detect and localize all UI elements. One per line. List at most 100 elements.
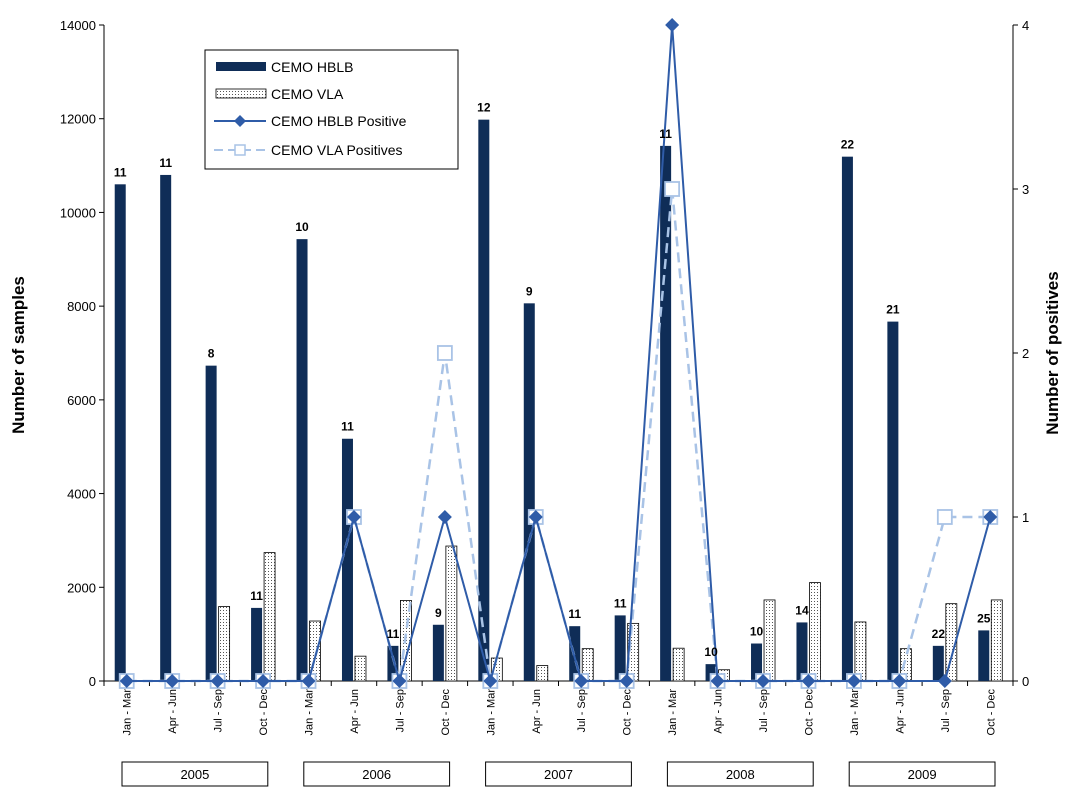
legend-marker-hblb-positive: [234, 115, 246, 127]
y2-tick-label: 0: [1022, 674, 1029, 689]
lines: [118, 18, 999, 689]
y-tick-label: 8000: [67, 299, 96, 314]
y-tick-label: 14000: [60, 18, 96, 33]
marker-hblb-positive: [574, 674, 589, 688]
legend-swatch-vla: [215, 88, 267, 99]
legend-swatch-hblb: [216, 62, 266, 71]
data-label-hblb: 25: [977, 611, 991, 625]
bar-hblb: [341, 438, 353, 681]
bar-vla: [263, 552, 276, 682]
data-label-hblb: 14: [795, 603, 809, 617]
bar-hblb: [887, 321, 899, 681]
bar-hblb: [160, 174, 172, 681]
data-label-hblb: 11: [614, 596, 627, 610]
y-axis-title: Number of samples: [9, 276, 28, 434]
marker-hblb-positive: [619, 674, 634, 688]
legend-label-hblb-positive: CEMO HBLB Positive: [271, 113, 407, 129]
y-tick-label: 4000: [67, 487, 96, 502]
y2-tick-label: 1: [1022, 510, 1029, 525]
y-tick-label: 6000: [67, 393, 96, 408]
bar-vla: [672, 647, 685, 682]
y2-tick-label: 4: [1022, 18, 1029, 33]
bars: [114, 119, 1003, 682]
marker-vla-positives: [664, 181, 681, 197]
x-tick-label: Jan - Mar: [304, 689, 316, 736]
x-tick-label: Jul - Sep: [576, 689, 588, 732]
line-hblb-positive: [126, 24, 992, 685]
marker-hblb-positive: [892, 674, 907, 688]
data-label-hblb: 9: [526, 284, 533, 298]
bar-vla: [218, 606, 231, 682]
x-tick-label: Jan - Mar: [485, 689, 497, 736]
x-tick-label: Jan - Mar: [849, 689, 861, 736]
x-tick-label: Oct - Dec: [440, 689, 452, 736]
legend-label-hblb: CEMO HBLB: [271, 59, 353, 75]
bar-hblb: [932, 645, 944, 681]
x-tick-label: Jul - Sep: [213, 689, 225, 732]
legend-label-vla: CEMO VLA: [271, 86, 344, 102]
data-label-hblb: 11: [659, 127, 672, 141]
bar-vla: [809, 582, 821, 682]
data-label-hblb: 9: [435, 606, 442, 620]
data-label-hblb: 10: [750, 625, 764, 639]
x-tick-label: Jan - Mar: [122, 689, 134, 736]
year-group-box: [485, 761, 632, 787]
marker-hblb-positive: [119, 674, 134, 688]
marker-hblb-positive: [437, 510, 452, 524]
marker-hblb-positive: [528, 510, 543, 524]
marker-hblb-positive: [983, 510, 998, 524]
y-tick-label: 10000: [60, 205, 96, 220]
year-group-box: [848, 761, 996, 787]
data-label-hblb: 22: [932, 627, 946, 641]
bar-hblb: [614, 615, 626, 681]
y2-tick-label: 3: [1022, 182, 1029, 197]
bar-hblb: [751, 643, 763, 681]
bar-vla: [990, 599, 1003, 682]
year-group-label: 2005: [180, 767, 209, 782]
bar-vla: [763, 599, 776, 682]
y-tick-label: 2000: [67, 580, 96, 595]
bar-hblb: [296, 239, 308, 681]
x-tick-label: Oct - Dec: [622, 689, 634, 736]
bar-hblb: [705, 664, 717, 681]
marker-hblb-positive: [346, 510, 361, 524]
x-tick-label: Oct - Dec: [258, 689, 270, 736]
x-tick-label: Apr - Jun: [167, 689, 179, 734]
data-label-hblb: 8: [208, 347, 215, 361]
x-tick-label: Apr - Jun: [349, 689, 361, 734]
marker-hblb-positive: [846, 674, 861, 688]
x-tick-label: Apr - Jun: [894, 689, 906, 734]
marker-hblb-positive: [665, 18, 680, 32]
marker-hblb-positive: [165, 674, 180, 688]
bar-vla: [445, 545, 458, 682]
data-label-hblb: 10: [704, 645, 718, 659]
marker-vla-positives: [436, 345, 453, 361]
marker-vla-positives: [936, 509, 953, 525]
data-label-hblb: 12: [477, 101, 491, 115]
x-tick-label: Apr - Jun: [713, 689, 725, 734]
data-label-hblb: 11: [341, 420, 354, 434]
bar-vla: [854, 621, 867, 682]
legend: CEMO HBLB CEMO VLA CEMO HBLB Positive CE…: [204, 49, 459, 170]
marker-hblb-positive: [710, 674, 725, 688]
bar-hblb: [387, 645, 399, 681]
data-label-hblb: 11: [568, 607, 581, 621]
marker-hblb-positive: [256, 674, 271, 688]
marker-hblb-positive: [801, 674, 816, 688]
year-group-label: 2007: [544, 767, 573, 782]
marker-hblb-positive: [937, 674, 952, 688]
y2-tick-label: 2: [1022, 346, 1029, 361]
bar-vla: [536, 665, 549, 682]
bar-hblb: [114, 184, 126, 682]
axes: 0200040006000800010000120001400001234Jan…: [60, 18, 1029, 787]
bar-hblb: [432, 624, 444, 681]
year-group-label: 2008: [726, 767, 755, 782]
data-labels: 11 11 8 11 10 11 11 9 12 9 11 11 11 10 10 14 22 21 22 25: [114, 101, 991, 659]
x-tick-label: Apr - Jun: [531, 689, 543, 734]
data-label-hblb: 11: [159, 156, 172, 170]
bar-hblb: [205, 365, 217, 681]
marker-hblb-positive: [210, 674, 225, 688]
x-tick-label: Oct - Dec: [803, 689, 815, 736]
year-group-box: [666, 761, 814, 787]
